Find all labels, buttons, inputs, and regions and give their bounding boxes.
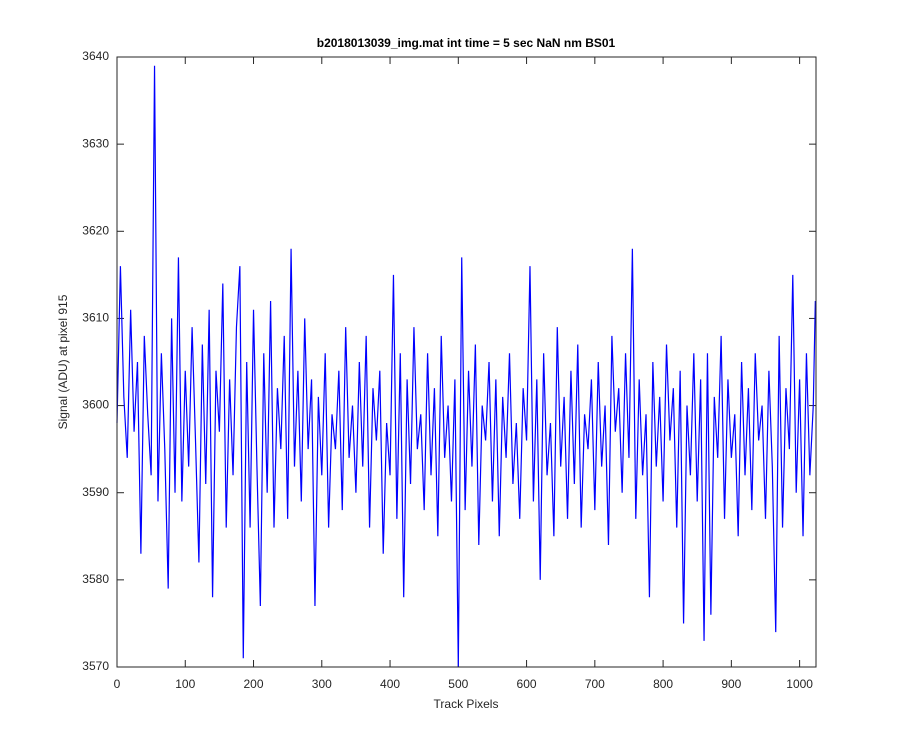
y-tick-label: 3620 xyxy=(82,223,109,237)
x-tick-label: 0 xyxy=(114,677,121,691)
y-tick-label: 3570 xyxy=(82,659,109,673)
axes-box xyxy=(116,56,817,668)
y-tick-label: 3610 xyxy=(82,311,109,325)
x-tick-label: 300 xyxy=(312,677,332,691)
x-tick-label: 500 xyxy=(448,677,468,691)
x-tick-label: 600 xyxy=(517,677,537,691)
y-tick-label: 3580 xyxy=(82,572,109,586)
y-axis-label: Signal (ADU) at pixel 915 xyxy=(56,294,70,429)
x-tick-label: 400 xyxy=(380,677,400,691)
chart-title: b2018013039_img.mat int time = 5 sec NaN… xyxy=(317,36,616,50)
y-tick-label: 3640 xyxy=(82,49,109,63)
x-tick-label: 100 xyxy=(175,677,195,691)
x-tick-label: 700 xyxy=(585,677,605,691)
x-tick-label: 200 xyxy=(244,677,264,691)
x-tick-label: 1000 xyxy=(786,677,813,691)
x-tick-label: 900 xyxy=(721,677,741,691)
data-line xyxy=(116,65,816,668)
y-tick-label: 3630 xyxy=(82,136,109,150)
y-tick-label: 3600 xyxy=(82,398,109,412)
x-tick-label: 800 xyxy=(653,677,673,691)
y-tick-label: 3590 xyxy=(82,485,109,499)
x-axis-label: Track Pixels xyxy=(434,697,499,711)
